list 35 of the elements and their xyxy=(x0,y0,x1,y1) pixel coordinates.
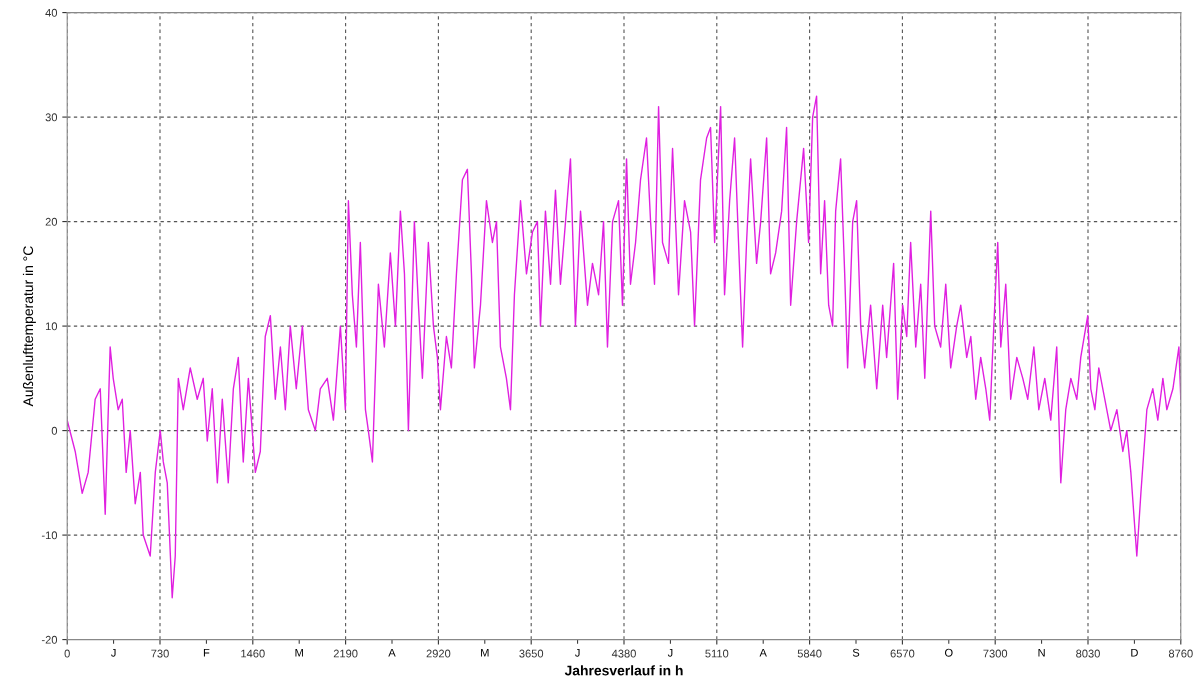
line-series xyxy=(67,95,1181,599)
y-tick-label: 0 xyxy=(51,426,58,435)
x-tick-label: N xyxy=(1038,648,1045,657)
x-axis-title: Jahresverlauf in h xyxy=(564,665,683,676)
x-tick-label: 1460 xyxy=(241,649,265,658)
x-tick-label: 8030 xyxy=(1076,649,1100,658)
y-axis-title: Außenlufttemperatur in °C xyxy=(22,246,36,407)
y-tick-label: 40 xyxy=(45,8,58,17)
x-tick-label: F xyxy=(203,648,210,657)
y-tick-label: -10 xyxy=(41,531,58,540)
x-tick-label: M xyxy=(481,648,489,657)
x-tick-label: S xyxy=(852,648,860,657)
x-tick-label: 6570 xyxy=(890,649,915,658)
y-tick-label: 10 xyxy=(45,322,58,331)
x-tick-label: J xyxy=(667,648,673,657)
x-tick-label: 8760 xyxy=(1168,649,1193,658)
y-tick-label: -20 xyxy=(41,635,58,644)
x-tick-label: 3650 xyxy=(519,649,544,658)
x-tick-label: 7300 xyxy=(983,649,1008,658)
x-tick-label: J xyxy=(111,648,116,657)
x-tick-label: 4380 xyxy=(611,649,636,658)
x-tick-label: 0 xyxy=(64,649,70,658)
x-tick-label: O xyxy=(945,648,953,657)
x-tick-label: M xyxy=(295,648,303,657)
x-tick-label: 5110 xyxy=(705,649,729,658)
x-tick-label: 730 xyxy=(151,649,169,658)
x-tick-label: 2190 xyxy=(333,649,358,658)
y-tick-label: 30 xyxy=(45,113,58,122)
x-tick-label: A xyxy=(388,648,396,657)
x-tick-label: D xyxy=(1131,648,1138,657)
x-tick-label: 5840 xyxy=(797,649,822,658)
x-tick-label: 2920 xyxy=(426,649,451,658)
y-tick-label: 20 xyxy=(45,217,58,226)
x-tick-label: A xyxy=(759,648,767,657)
x-tick-label: J xyxy=(575,648,580,657)
